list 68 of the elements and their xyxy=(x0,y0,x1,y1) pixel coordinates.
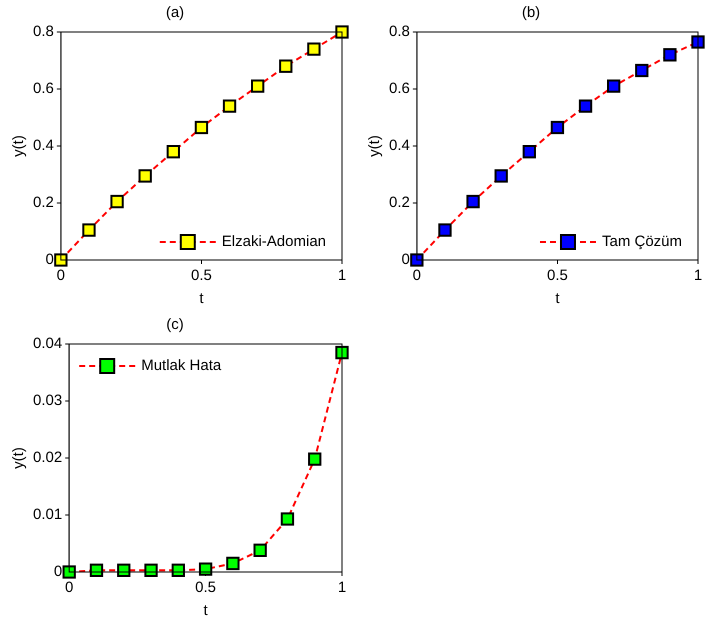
chart-title: (b) xyxy=(522,4,540,22)
legend-label: Tam Çözüm xyxy=(602,233,682,250)
point xyxy=(110,194,124,208)
x-axis-title: t xyxy=(555,290,560,308)
y-tick-label: 0.6 xyxy=(388,80,410,98)
point xyxy=(222,99,236,113)
point xyxy=(550,120,564,134)
point xyxy=(494,169,508,183)
x-tick-label: 1 xyxy=(338,579,346,596)
legend-label: Elzaki-Adomian xyxy=(222,233,326,250)
point xyxy=(522,145,536,158)
x-tick-label: 1 xyxy=(338,267,346,284)
point xyxy=(607,79,620,93)
point xyxy=(335,25,349,39)
legend-label: Mutlak Hata xyxy=(141,357,222,374)
point xyxy=(279,60,292,73)
y-tick-label: 0.02 xyxy=(32,449,62,466)
y-tick-label: 0.6 xyxy=(32,80,54,98)
x-tick-label: 1 xyxy=(694,267,702,284)
point xyxy=(82,223,96,237)
chart-title: (c) xyxy=(166,316,184,334)
y-axis-title: y(t) xyxy=(10,447,28,469)
x-tick-label: 0.5 xyxy=(546,267,568,284)
x-axis-title: t xyxy=(204,602,209,617)
x-axis-title: t xyxy=(199,290,204,308)
point xyxy=(166,145,180,158)
y-tick-label: 0.2 xyxy=(32,194,54,212)
y-tick-label: 0.4 xyxy=(388,137,410,154)
point xyxy=(172,564,185,577)
point xyxy=(144,564,158,577)
point xyxy=(90,564,104,577)
point xyxy=(251,79,264,93)
point xyxy=(226,556,240,570)
y-tick-label: 0 xyxy=(402,251,410,268)
point xyxy=(663,48,677,62)
point xyxy=(578,99,592,113)
y-tick-label: 0.04 xyxy=(32,335,62,352)
y-axis-title: y(t) xyxy=(10,135,28,157)
point xyxy=(198,562,212,576)
y-tick-label: 0.2 xyxy=(388,194,410,212)
point xyxy=(254,544,267,557)
point xyxy=(307,42,321,56)
y-tick-label: 0.4 xyxy=(32,137,54,154)
y-tick-label: 0.8 xyxy=(388,23,410,40)
y-axis-title: y(t) xyxy=(366,135,384,157)
point xyxy=(335,346,349,360)
point xyxy=(691,35,705,49)
point xyxy=(466,194,480,208)
point xyxy=(54,253,68,267)
x-tick-label: 0.5 xyxy=(190,267,212,284)
point xyxy=(280,512,294,526)
point xyxy=(635,64,648,78)
point xyxy=(117,564,130,577)
point xyxy=(308,452,322,466)
point xyxy=(194,120,208,134)
point xyxy=(438,223,452,237)
x-tick-label: 0 xyxy=(65,579,74,596)
x-tick-label: 0 xyxy=(412,267,422,284)
point xyxy=(138,169,152,183)
y-tick-label: 0.03 xyxy=(32,392,62,410)
y-tick-label: 0.8 xyxy=(32,23,54,40)
x-tick-label: 0.5 xyxy=(195,579,216,596)
point xyxy=(62,565,76,579)
chart-title: (a) xyxy=(166,4,184,22)
y-tick-label: 0.01 xyxy=(32,506,62,524)
y-tick-label: 0 xyxy=(54,563,62,580)
y-tick-label: 0 xyxy=(46,251,54,268)
point xyxy=(410,253,424,267)
